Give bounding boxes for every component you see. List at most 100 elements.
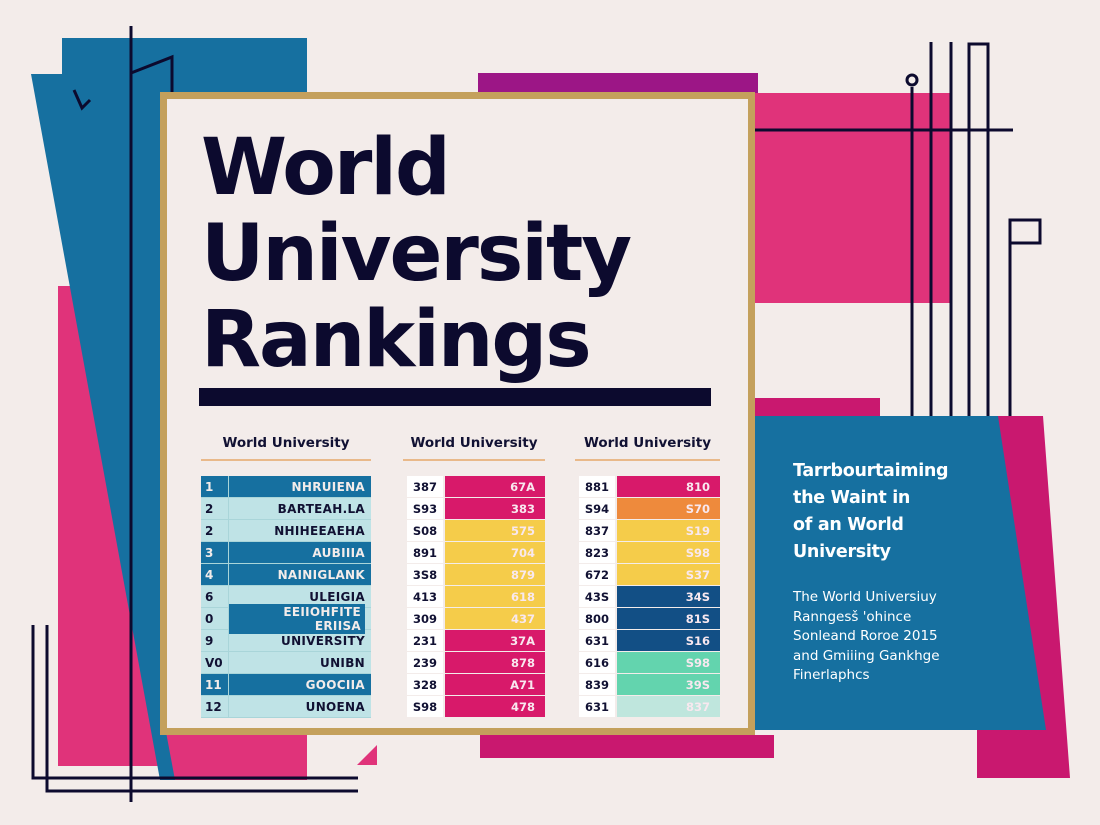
score-bar: S98 xyxy=(617,652,720,673)
header-divider xyxy=(403,459,545,461)
score-cell: 413 xyxy=(407,586,443,607)
table-row: 837 S19 xyxy=(579,520,720,542)
score-bar: S16 xyxy=(617,630,720,651)
university-name: GOOCIIA xyxy=(305,677,365,692)
table-row: 413 618 xyxy=(407,586,545,608)
table-row: 2 NHIHEEAEHA xyxy=(201,520,371,542)
rank-cell: 0 xyxy=(201,608,229,629)
score-bar: S98 xyxy=(617,542,720,563)
score-cell: 839 xyxy=(579,674,615,695)
table-row: 12 UNOENA xyxy=(201,696,371,718)
score-bar: S37 xyxy=(617,564,720,585)
score-table-right: 881 810 S94 S70 837 S19 823 S98 672 S37 43S 34S 800 8… xyxy=(579,476,720,718)
rank-cell: V0 xyxy=(201,652,229,673)
table-row: 239 878 xyxy=(407,652,545,674)
title-underline xyxy=(199,388,711,406)
score-bar: 39S xyxy=(617,674,720,695)
score-bar: 837 xyxy=(617,696,720,717)
table-row: S98 478 xyxy=(407,696,545,718)
score-cell: 328 xyxy=(407,674,443,695)
table-row: 43S 34S xyxy=(579,586,720,608)
table-row: 672 S37 xyxy=(579,564,720,586)
score-cell: S98 xyxy=(407,696,443,717)
side-heading-line: Tarrbourtaiming xyxy=(793,461,949,481)
name-cell: NHRUIENA xyxy=(229,476,371,497)
score-table-middle: 387 67A S93 383 S08 575 891 704 3S8 879 413 618 309 4… xyxy=(407,476,545,718)
score-cell: S94 xyxy=(579,498,615,519)
score-cell: 800 xyxy=(579,608,615,629)
score-cell: 823 xyxy=(579,542,615,563)
score-cell: 387 xyxy=(407,476,443,497)
table-row: 2 BARTEAH.LA xyxy=(201,498,371,520)
name-cell: UNIVERSITY xyxy=(229,630,371,651)
score-bar: 618 xyxy=(445,586,545,607)
table-row: 3S8 879 xyxy=(407,564,545,586)
university-name: BARTEAH.LA xyxy=(277,501,365,516)
table-row: 328 A71 xyxy=(407,674,545,696)
score-cell: 3S8 xyxy=(407,564,443,585)
header-divider xyxy=(575,459,720,461)
table-row: V0 UNIBN xyxy=(201,652,371,674)
table-row: 616 S98 xyxy=(579,652,720,674)
table-row: 1 NHRUIENA xyxy=(201,476,371,498)
score-bar: 437 xyxy=(445,608,545,629)
side-heading-line: of an World xyxy=(793,515,904,535)
title-line-1: World xyxy=(201,123,451,213)
rank-table: 1 NHRUIENA 2 BARTEAH.LA 2 NHIHEEAEHA 3 AUBIIIA 4… xyxy=(201,476,371,718)
table-row: S94 S70 xyxy=(579,498,720,520)
left-header-label: World University xyxy=(222,435,350,451)
score-bar: 81S xyxy=(617,608,720,629)
title-line-3: Rankings xyxy=(201,295,592,385)
side-body-line: Ranngesš 'ohince xyxy=(793,608,912,625)
score-cell: 631 xyxy=(579,696,615,717)
rankings-card: World University Rankings World Universi… xyxy=(160,92,755,735)
table-row: 631 837 xyxy=(579,696,720,718)
score-cell: 231 xyxy=(407,630,443,651)
table-row: 231 37A xyxy=(407,630,545,652)
score-bar: 67A xyxy=(445,476,545,497)
table-row: 800 81S xyxy=(579,608,720,630)
university-name: AUBIIIA xyxy=(312,545,365,560)
side-body-line: and Gmiiing Gankhge xyxy=(793,647,940,664)
side-heading: Tarrbourtaiming the Waint in of an World… xyxy=(793,458,993,566)
middle-header-label: World University xyxy=(410,435,538,451)
score-cell: 631 xyxy=(579,630,615,651)
table-row: 11 GOOCIIA xyxy=(201,674,371,696)
table-row: S93 383 xyxy=(407,498,545,520)
score-bar: 383 xyxy=(445,498,545,519)
name-cell: ULEIGIA xyxy=(229,586,371,607)
table-row: 891 704 xyxy=(407,542,545,564)
score-bar: 878 xyxy=(445,652,545,673)
table-row: 0 EEIIOHFITE ERIISA xyxy=(201,603,371,634)
rank-cell: 6 xyxy=(201,586,229,607)
right-header-label: World University xyxy=(583,435,712,451)
name-cell: UNOENA xyxy=(229,696,371,717)
score-bar: 879 xyxy=(445,564,545,585)
side-heading-line: the Waint in xyxy=(793,488,911,508)
score-bar: S70 xyxy=(617,498,720,519)
table-row: 823 S98 xyxy=(579,542,720,564)
score-bar: 575 xyxy=(445,520,545,541)
score-bar: A71 xyxy=(445,674,545,695)
table-row: 631 S16 xyxy=(579,630,720,652)
rank-cell: 12 xyxy=(201,696,229,717)
middle-table-header: World University xyxy=(403,435,545,461)
name-cell: UNIBN xyxy=(229,652,371,673)
score-cell: S93 xyxy=(407,498,443,519)
title-line-2: University xyxy=(201,209,632,299)
university-name: UNIVERSITY xyxy=(281,633,365,648)
name-cell: AUBIIIA xyxy=(229,542,371,563)
university-name: NAINIGLANK xyxy=(277,567,365,582)
side-body: The World Universiuy Ranngesš 'ohince So… xyxy=(793,588,993,686)
rank-cell: 1 xyxy=(201,476,229,497)
university-name: NHIHEEAEHA xyxy=(274,523,365,538)
score-bar: 37A xyxy=(445,630,545,651)
side-heading-line: University xyxy=(793,542,891,562)
table-row: 839 39S xyxy=(579,674,720,696)
score-cell: 891 xyxy=(407,542,443,563)
university-name: UNIBN xyxy=(320,655,365,670)
score-cell: 239 xyxy=(407,652,443,673)
score-cell: S08 xyxy=(407,520,443,541)
name-cell: NHIHEEAEHA xyxy=(229,520,371,541)
side-body-line: The World Universiuy xyxy=(793,589,937,605)
